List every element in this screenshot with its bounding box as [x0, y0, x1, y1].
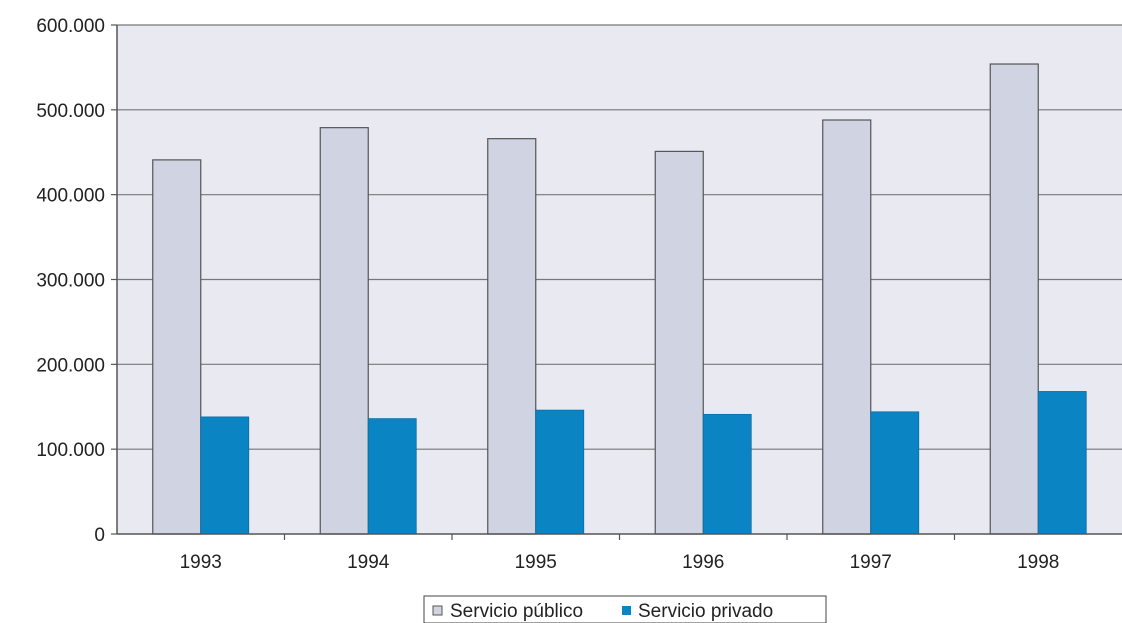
- legend-swatch-servicio-privado: [622, 606, 631, 615]
- bar-servicio-privado-1997: [870, 411, 920, 535]
- gridlines: [117, 24, 1122, 450]
- bar-servicio-publico-1994: [319, 127, 369, 535]
- y-tick-label: 500.000: [36, 101, 105, 122]
- x-axis-ticks: 1993 1994 1995 1996 1997 1998: [180, 534, 1059, 573]
- bar-servicio-privado-1995: [535, 409, 585, 535]
- bar-servicio-privado-1993: [200, 416, 250, 535]
- y-axis-ticks: 0 100.000 200.000 300.000 400.000 500.000 600.…: [36, 16, 117, 546]
- y-tick-label: 100.000: [36, 440, 105, 461]
- bar-servicio-publico-1996: [654, 150, 704, 535]
- legend: Servicio público Servicio privado: [423, 595, 827, 623]
- bar-servicio-publico-1995: [487, 138, 537, 535]
- bar-servicio-publico-1998: [989, 63, 1039, 535]
- x-tick-label: 1998: [1017, 552, 1059, 573]
- y-tick-label: 0: [94, 525, 105, 546]
- legend-label-servicio-publico: Servicio público: [450, 601, 583, 622]
- bars: [152, 63, 1087, 535]
- x-tick-label: 1993: [180, 552, 222, 573]
- x-tick-label: 1994: [347, 552, 390, 573]
- bar-servicio-privado-1998: [1037, 391, 1087, 535]
- bar-servicio-publico-1997: [822, 119, 872, 535]
- bar-servicio-privado-1996: [702, 413, 752, 535]
- legend-label-servicio-privado: Servicio privado: [638, 601, 773, 622]
- legend-swatch-servicio-publico: [432, 605, 443, 616]
- bar-servicio-publico-1993: [152, 159, 202, 535]
- x-tick-label: 1995: [515, 552, 557, 573]
- bar-servicio-privado-1994: [367, 418, 417, 535]
- x-tick-label: 1997: [850, 552, 892, 573]
- x-tick-label: 1996: [682, 552, 724, 573]
- y-tick-label: 200.000: [36, 355, 105, 376]
- y-tick-label: 600.000: [36, 16, 105, 37]
- y-tick-label: 400.000: [36, 186, 105, 207]
- y-tick-label: 300.000: [36, 271, 105, 292]
